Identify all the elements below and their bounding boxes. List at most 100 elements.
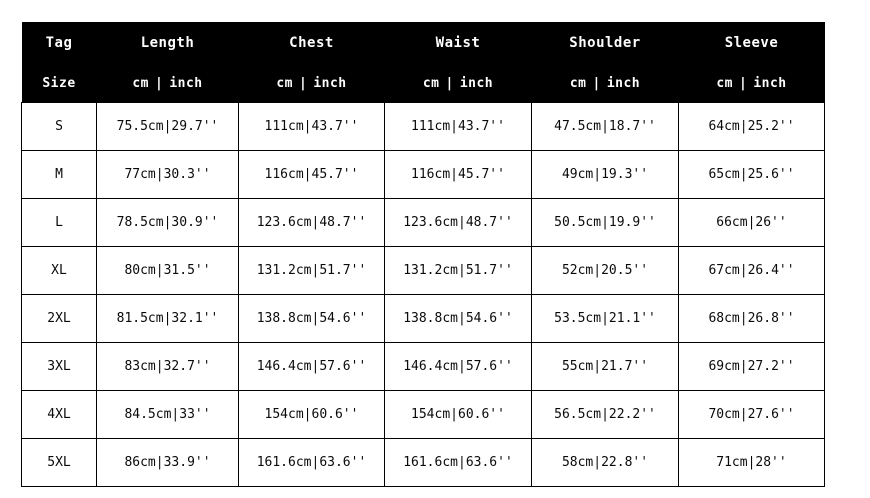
table-row: 5XL 86cm|33.9'' 161.6cm|63.6'' 161.6cm|63.6… xyxy=(21,438,825,487)
unit-pair-sleeve: cm | inch xyxy=(716,76,786,91)
value-chest: 111cm|43.7'' xyxy=(264,119,359,134)
header-row-names: Tag Length Chest Waist Shoulder Sleeve xyxy=(21,22,825,64)
cell-sleeve: 69cm|27.2'' xyxy=(678,342,825,391)
cell-sleeve: 70cm|27.6'' xyxy=(678,390,825,439)
unit-inch-chest: inch xyxy=(313,75,347,91)
table-row: S 75.5cm|29.7'' 111cm|43.7'' 111cm|43.7'' 47… xyxy=(21,102,825,151)
cell-length: 75.5cm|29.7'' xyxy=(96,102,239,151)
cell-size: S xyxy=(21,102,97,151)
value-length: 84.5cm|33'' xyxy=(124,407,211,422)
table-row: XL 80cm|31.5'' 131.2cm|51.7'' 131.2cm|51.7'… xyxy=(21,246,825,295)
cell-sleeve: 64cm|25.2'' xyxy=(678,102,825,151)
unit-inch-sleeve: inch xyxy=(753,75,787,91)
cell-chest: 116cm|45.7'' xyxy=(238,150,385,199)
cell-chest: 161.6cm|63.6'' xyxy=(238,438,385,487)
cell-size: 2XL xyxy=(21,294,97,343)
value-sleeve: 65cm|25.6'' xyxy=(708,167,795,182)
value-shoulder: 56.5cm|22.2'' xyxy=(554,407,656,422)
value-length: 86cm|33.9'' xyxy=(124,455,211,470)
header-size-label: Size xyxy=(21,64,97,103)
table-row: 4XL 84.5cm|33'' 154cm|60.6'' 154cm|60.6'' 56… xyxy=(21,390,825,439)
value-length: 83cm|32.7'' xyxy=(124,359,211,374)
cell-chest: 154cm|60.6'' xyxy=(238,390,385,439)
unit-separator-sleeve: | xyxy=(739,75,748,91)
cell-sleeve: 66cm|26'' xyxy=(678,198,825,247)
header-units-length: cm | inch xyxy=(96,64,239,103)
cell-sleeve: 71cm|28'' xyxy=(678,438,825,487)
value-waist: 161.6cm|63.6'' xyxy=(403,455,513,470)
cell-sleeve: 68cm|26.8'' xyxy=(678,294,825,343)
value-sleeve: 71cm|28'' xyxy=(716,455,787,470)
cell-sleeve: 67cm|26.4'' xyxy=(678,246,825,295)
table-header: Tag Length Chest Waist Shoulder Sleeve S… xyxy=(21,22,825,103)
header-column-waist: Waist xyxy=(384,22,532,64)
value-chest: 146.4cm|57.6'' xyxy=(256,359,367,374)
value-length: 80cm|31.5'' xyxy=(124,263,211,278)
value-waist: 154cm|60.6'' xyxy=(411,407,505,422)
header-units-shoulder: cm | inch xyxy=(531,64,679,103)
value-waist: 123.6cm|48.7'' xyxy=(403,215,513,230)
value-waist: 116cm|45.7'' xyxy=(411,167,505,182)
table-row: M 77cm|30.3'' 116cm|45.7'' 116cm|45.7'' 49cm… xyxy=(21,150,825,199)
cell-chest: 138.8cm|54.6'' xyxy=(238,294,385,343)
cell-sleeve: 65cm|25.6'' xyxy=(678,150,825,199)
value-length: 77cm|30.3'' xyxy=(124,167,211,182)
table-body: S 75.5cm|29.7'' 111cm|43.7'' 111cm|43.7'' 47… xyxy=(21,102,825,487)
value-chest: 161.6cm|63.6'' xyxy=(256,455,367,470)
cell-shoulder: 47.5cm|18.7'' xyxy=(531,102,679,151)
unit-separator-chest: | xyxy=(299,75,308,91)
unit-pair-length: cm | inch xyxy=(132,76,202,91)
cell-shoulder: 58cm|22.8'' xyxy=(531,438,679,487)
value-sleeve: 67cm|26.4'' xyxy=(708,263,795,278)
value-sleeve: 64cm|25.2'' xyxy=(708,119,795,134)
unit-cm-shoulder: cm xyxy=(569,75,587,91)
value-sleeve: 70cm|27.6'' xyxy=(708,407,795,422)
cell-size: 5XL xyxy=(21,438,97,487)
cell-waist: 161.6cm|63.6'' xyxy=(384,438,532,487)
value-chest: 131.2cm|51.7'' xyxy=(256,263,367,278)
cell-length: 84.5cm|33'' xyxy=(96,390,239,439)
cell-length: 77cm|30.3'' xyxy=(96,150,239,199)
cell-size: 4XL xyxy=(21,390,97,439)
value-sleeve: 68cm|26.8'' xyxy=(708,311,795,326)
header-column-length: Length xyxy=(96,22,239,64)
cell-waist: 123.6cm|48.7'' xyxy=(384,198,532,247)
cell-chest: 146.4cm|57.6'' xyxy=(238,342,385,391)
cell-waist: 131.2cm|51.7'' xyxy=(384,246,532,295)
cell-waist: 146.4cm|57.6'' xyxy=(384,342,532,391)
unit-cm-chest: cm xyxy=(276,75,293,91)
unit-cm-waist: cm xyxy=(422,75,440,91)
unit-inch-shoulder: inch xyxy=(606,75,641,91)
value-waist: 131.2cm|51.7'' xyxy=(403,263,513,278)
cell-size: 3XL xyxy=(21,342,97,391)
value-shoulder: 49cm|19.3'' xyxy=(561,167,649,182)
value-waist: 138.8cm|54.6'' xyxy=(403,311,513,326)
cell-shoulder: 49cm|19.3'' xyxy=(531,150,679,199)
cell-size: M xyxy=(21,150,97,199)
unit-cm-length: cm xyxy=(132,75,149,91)
cell-size: XL xyxy=(21,246,97,295)
size-chart-container: Tag Length Chest Waist Shoulder Sleeve S… xyxy=(21,22,825,487)
cell-shoulder: 53.5cm|21.1'' xyxy=(531,294,679,343)
value-shoulder: 52cm|20.5'' xyxy=(561,263,649,278)
cell-waist: 138.8cm|54.6'' xyxy=(384,294,532,343)
header-column-chest: Chest xyxy=(238,22,385,64)
cell-length: 86cm|33.9'' xyxy=(96,438,239,487)
value-length: 81.5cm|32.1'' xyxy=(116,311,219,326)
header-units-waist: cm | inch xyxy=(384,64,532,103)
value-shoulder: 55cm|21.7'' xyxy=(561,359,649,374)
header-column-shoulder: Shoulder xyxy=(531,22,679,64)
unit-cm-sleeve: cm xyxy=(716,75,733,91)
table-row: 3XL 83cm|32.7'' 146.4cm|57.6'' 146.4cm|57.6… xyxy=(21,342,825,391)
value-chest: 154cm|60.6'' xyxy=(264,407,359,422)
cell-waist: 116cm|45.7'' xyxy=(384,150,532,199)
table-row: 2XL 81.5cm|32.1'' 138.8cm|54.6'' 138.8cm|54… xyxy=(21,294,825,343)
value-chest: 116cm|45.7'' xyxy=(264,167,359,182)
value-sleeve: 69cm|27.2'' xyxy=(708,359,795,374)
cell-length: 81.5cm|32.1'' xyxy=(96,294,239,343)
cell-length: 78.5cm|30.9'' xyxy=(96,198,239,247)
value-shoulder: 53.5cm|21.1'' xyxy=(554,311,656,326)
value-waist: 146.4cm|57.6'' xyxy=(403,359,513,374)
value-shoulder: 47.5cm|18.7'' xyxy=(554,119,656,134)
cell-shoulder: 52cm|20.5'' xyxy=(531,246,679,295)
